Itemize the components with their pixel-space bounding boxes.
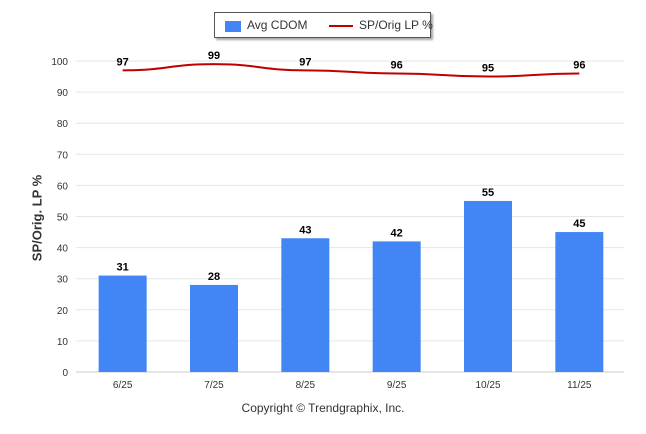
x-tick-label: 6/25 [113,380,133,391]
copyright-footer: Copyright © Trendgraphix, Inc. [241,401,405,415]
line-data-label: 96 [391,59,403,71]
bar-data-label: 55 [482,187,494,199]
bar-data-label: 31 [117,262,129,274]
x-tick-label: 10/25 [475,380,500,391]
y-tick-label: 80 [57,119,69,130]
bar-data-label: 45 [573,218,585,230]
y-tick-label: 100 [51,57,68,68]
line-data-label: 97 [117,56,129,68]
line-path [122,63,580,78]
bar [372,241,421,372]
y-tick-label: 50 [57,213,69,224]
grid-lines [76,60,624,373]
y-tick-label: 10 [57,337,69,348]
line-series [122,63,580,78]
line-data-label: 97 [299,56,311,68]
bar [555,232,604,372]
x-tick-label: 7/25 [204,380,224,391]
x-tick-label: 9/25 [387,380,407,391]
bar [464,200,512,372]
bar [98,275,147,372]
line-data-label: 96 [573,59,585,71]
y-tick-label: 30 [57,275,69,286]
y-tick-label: 60 [57,181,69,192]
y-tick-label: 20 [57,306,69,317]
y-tick-label: 0 [62,368,68,379]
bar [281,238,330,372]
legend-bar-label: Avg CDOM [247,18,308,32]
bar-data-label: 43 [299,224,311,236]
bar-data-label: 28 [208,271,220,283]
bar [190,284,238,372]
line-data-label: 99 [208,50,220,62]
legend-bar-swatch [225,21,241,32]
bar-data-labels: 31 28 43 42 55 45 [117,187,586,283]
legend-line-label: SP/Orig LP % [359,18,433,32]
y-axis-ticks: 0 10 20 30 40 50 60 70 80 90 100 [51,57,68,379]
line-data-labels: 97 99 97 96 95 96 [117,50,586,74]
x-tick-label: 11/25 [567,380,592,391]
y-tick-label: 90 [57,88,69,99]
y-axis-label: SP/Orig. LP % [29,174,45,262]
y-tick-label: 70 [57,150,69,161]
x-tick-label: 8/25 [296,380,316,391]
line-data-label: 95 [482,63,494,75]
x-axis-ticks: 6/25 7/25 8/25 9/25 10/25 11/25 [113,380,592,391]
bar-series [98,200,604,372]
bar-data-label: 42 [391,227,403,239]
y-tick-label: 40 [57,244,69,255]
legend-line-swatch [329,25,353,27]
legend: Avg CDOM SP/Orig LP % [214,12,433,38]
